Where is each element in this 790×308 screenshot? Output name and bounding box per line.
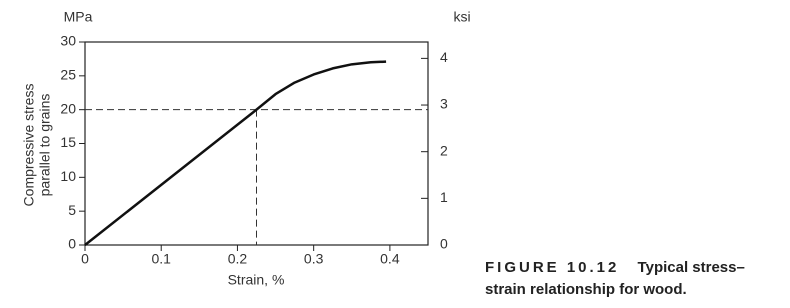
caption: FIGURE 10.12 Typical stress– [485, 259, 745, 276]
x-tick-label: 0.2 [228, 251, 248, 267]
x-label: Strain, % [228, 272, 285, 288]
y2-tick-label: 2 [440, 142, 448, 158]
y-label-line: Compressive stress [21, 84, 37, 207]
y-tick-label: 20 [60, 100, 76, 116]
caption-label: FIGURE 10.12 [485, 259, 619, 276]
x-tick-label: 0.1 [151, 251, 171, 267]
y2-tick-label: 3 [440, 96, 448, 112]
x-tick-label: 0 [81, 251, 89, 267]
caption-text: strain relationship for wood. [485, 281, 687, 298]
x-tick-label: 0.4 [380, 251, 400, 267]
caption-text: Typical stress– [638, 259, 745, 276]
x-tick-label: 0.3 [304, 251, 324, 267]
y2-tick-label: 4 [440, 49, 448, 65]
y-tick-label: 0 [68, 236, 76, 252]
y-label: Compressive stress parallel to grains [21, 84, 53, 207]
stress-strain-curve [84, 60, 387, 246]
y-tick-label: 25 [60, 67, 76, 83]
y2-unit: ksi [453, 9, 470, 25]
y-tick-label: 30 [60, 33, 76, 49]
y-tick-label: 5 [68, 202, 76, 218]
y-unit: MPa [64, 9, 93, 25]
y-label-line: parallel to grains [37, 94, 53, 197]
y2-tick-label: 1 [440, 189, 448, 205]
y2-tick-label: 0 [440, 236, 448, 252]
y-tick-label: 10 [60, 168, 76, 184]
y-tick-label: 15 [60, 134, 76, 150]
